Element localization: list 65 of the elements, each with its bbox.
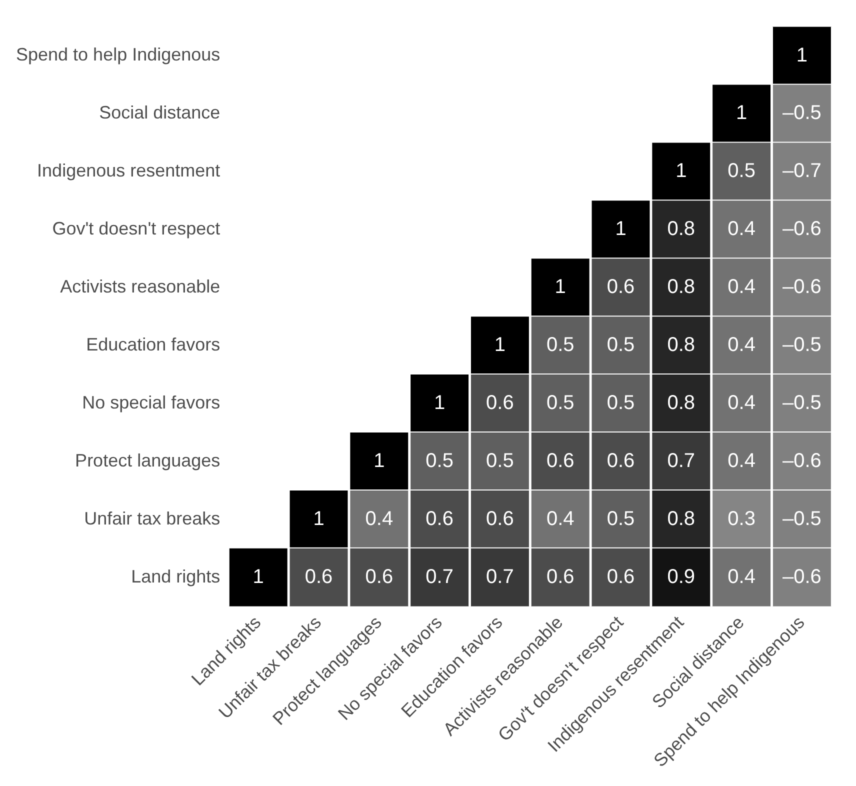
data-label: 0.7: [426, 566, 454, 588]
data-label: 0.8: [667, 392, 696, 414]
data-label: 0.4: [546, 508, 574, 530]
data-label: –0.6: [782, 276, 822, 298]
data-label: –0.6: [782, 450, 822, 472]
y-tick-label: Spend to help Indigenous: [16, 44, 220, 65]
data-label: 0.6: [426, 508, 454, 530]
data-label: 0.6: [546, 566, 574, 588]
data-label: –0.6: [782, 566, 822, 588]
data-label: 0.6: [606, 450, 635, 472]
data-label: 0.9: [667, 566, 696, 588]
data-label: 0.5: [546, 392, 574, 414]
data-label: 0.6: [546, 450, 574, 472]
y-tick-label: Land rights: [131, 566, 220, 586]
data-label: 0.4: [728, 450, 756, 472]
y-tick-label: Education favors: [86, 334, 220, 355]
data-label: –0.5: [782, 102, 822, 124]
data-label: 0.8: [667, 276, 696, 298]
data-label: 1: [554, 276, 566, 298]
data-label: 1: [494, 334, 506, 356]
data-label: 0.4: [728, 276, 756, 298]
y-tick-label: Social distance: [99, 102, 220, 123]
y-tick-label: Indigenous resentment: [37, 160, 220, 181]
data-label: 0.3: [728, 508, 756, 530]
data-label: –0.7: [782, 160, 822, 182]
data-label: 1: [374, 450, 385, 472]
data-label: 0.5: [606, 392, 635, 414]
data-label: 1: [434, 392, 446, 414]
data-label: –0.5: [782, 334, 822, 356]
data-label: 0.4: [728, 218, 756, 240]
data-label: 0.6: [606, 276, 635, 298]
data-label: 0.6: [304, 566, 333, 588]
y-tick-label: Unfair tax breaks: [84, 508, 220, 528]
y-tick-label: Gov't doesn't respect: [52, 218, 220, 239]
data-label: 1: [736, 102, 748, 124]
data-label: 0.6: [486, 508, 514, 530]
y-tick-label: Activists reasonable: [60, 276, 220, 297]
data-label: 0.5: [606, 334, 635, 356]
data-label: 0.5: [606, 508, 635, 530]
y-tick-label: Protect languages: [75, 450, 220, 470]
data-label: 0.7: [667, 450, 696, 472]
data-label: 0.4: [365, 508, 394, 530]
data-label: 0.4: [728, 392, 756, 414]
data-label: 1: [796, 44, 808, 66]
data-label: –0.5: [782, 392, 822, 414]
data-label: 0.5: [426, 450, 454, 472]
data-label: 0.8: [667, 218, 696, 240]
data-label: 0.6: [365, 566, 394, 588]
data-label: 0.8: [667, 508, 696, 530]
data-label: 0.5: [546, 334, 574, 356]
data-label: 0.6: [606, 566, 635, 588]
data-label: 0.5: [486, 450, 514, 472]
data-label: 1: [615, 218, 626, 240]
data-label: 1: [252, 566, 264, 588]
data-label: –0.6: [782, 218, 822, 240]
data-label: 0.6: [486, 392, 514, 414]
data-label: 0.8: [667, 334, 696, 356]
data-label: 0.4: [728, 566, 756, 588]
data-label: 0.4: [728, 334, 756, 356]
data-label: 1: [313, 508, 324, 530]
data-label: –0.5: [782, 508, 822, 530]
data-label: 1: [676, 160, 687, 182]
data-label: 0.5: [728, 160, 756, 182]
y-tick-label: No special favors: [82, 392, 220, 412]
data-label: 0.7: [486, 566, 514, 588]
